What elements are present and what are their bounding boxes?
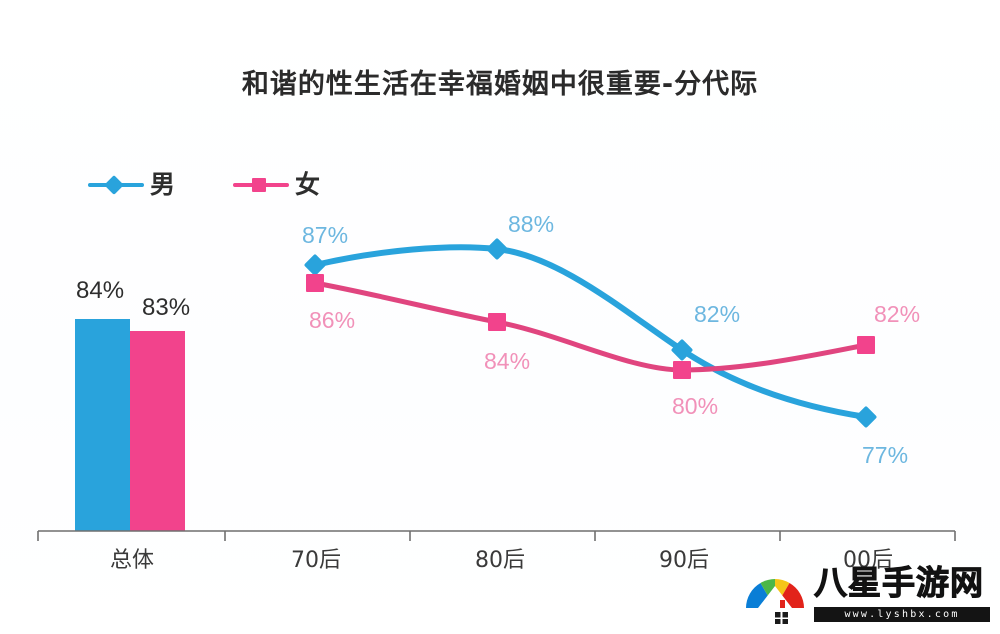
bar-male-total [75,319,130,531]
watermark-site-name: 八星手游网 [814,563,984,603]
watermark-text: 八星手游网 www.lyshbx.com [814,560,994,626]
value-label-male-70hou: 87% [302,222,349,248]
line-series-female [312,280,869,373]
legend-label-female: 女 [295,170,321,199]
bar-female-total [130,331,185,531]
marker-female-80hou [488,313,506,331]
chart-legend: 男 女 [88,172,320,197]
marker-female-70hou [306,274,324,292]
x-tick-label-total: 总体 [109,548,154,573]
chart-title: 和谐的性生活在幸福婚姻中很重要-分代际 [241,69,759,100]
value-label-male-00hou: 77% [862,442,909,468]
value-label-male-90hou: 82% [694,301,741,327]
legend-label-male: 男 [150,170,176,199]
marker-male-00hou [855,406,877,428]
value-label-female-80hou: 84% [484,348,531,374]
legend-item-male[interactable]: 男 [88,172,175,197]
x-tick-label-00hou: 00后 [843,548,893,573]
marker-female-90hou [673,361,691,379]
square-marker-icon [252,177,267,192]
legend-line-male [88,174,144,195]
legend-item-female[interactable]: 女 [233,172,320,197]
watermark: 八星手游网 www.lyshbx.com [742,560,994,630]
marker-male-80hou [486,238,508,260]
value-label-female-90hou: 80% [672,393,719,419]
marker-male-70hou [304,254,326,276]
x-tick-label-90hou: 90后 [659,548,709,573]
marker-female-00hou [857,336,875,354]
marker-male-90hou [671,339,693,361]
value-label-female-00hou: 82% [874,301,921,327]
line-series-male [312,244,869,420]
legend-line-female [233,177,290,193]
value-label-male-80hou: 88% [508,211,555,237]
value-label-female-70hou: 86% [309,307,356,333]
x-tick-label-80hou: 80后 [475,548,525,573]
site-logo-icon [746,579,804,624]
x-tick-label-70hou: 70后 [291,548,341,573]
bar-value-female-total: 83% [142,294,191,321]
watermark-url: www.lyshbx.com [814,607,990,622]
bar-value-male-total: 84% [76,277,125,304]
